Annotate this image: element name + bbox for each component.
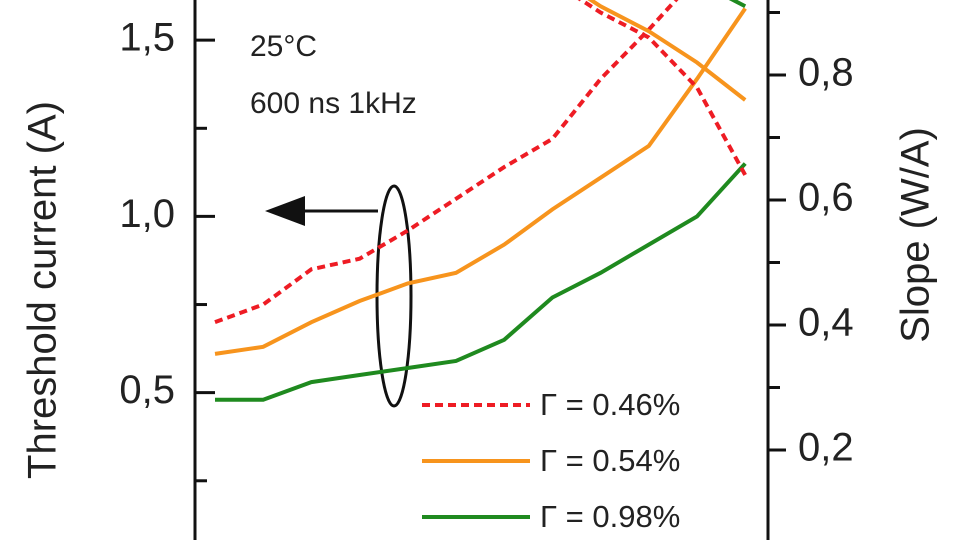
y-tick-label: 0,5: [119, 368, 175, 412]
legend-label: Γ = 0.98%: [540, 499, 680, 534]
series-line: [577, 0, 747, 176]
y2-axis-label: Slope (W/A): [894, 127, 938, 343]
series-line: [728, 0, 747, 9]
y2-tick-label: 0,2: [798, 426, 854, 470]
legend-label: Γ = 0.46%: [540, 387, 680, 422]
annotation: 600 ns 1kHz: [250, 87, 417, 120]
y-axis-label: Threshold current (A): [21, 101, 65, 479]
plot-area: [214, 0, 747, 402]
y2-tick-label: 0,6: [798, 176, 854, 220]
annotation: 25°C: [250, 30, 317, 63]
legend-label: Γ = 0.54%: [540, 443, 680, 478]
arrow-head: [265, 196, 305, 226]
series-line: [214, 0, 679, 325]
series-line: [587, 0, 747, 102]
y-tick-label: 1,0: [119, 192, 175, 236]
y2-tick-label: 0,8: [798, 51, 854, 95]
y2-tick-label: 0,4: [798, 301, 854, 345]
y-tick-label: 1,5: [119, 16, 175, 60]
series-line: [215, 162, 747, 402]
series-line: [214, 7, 747, 356]
